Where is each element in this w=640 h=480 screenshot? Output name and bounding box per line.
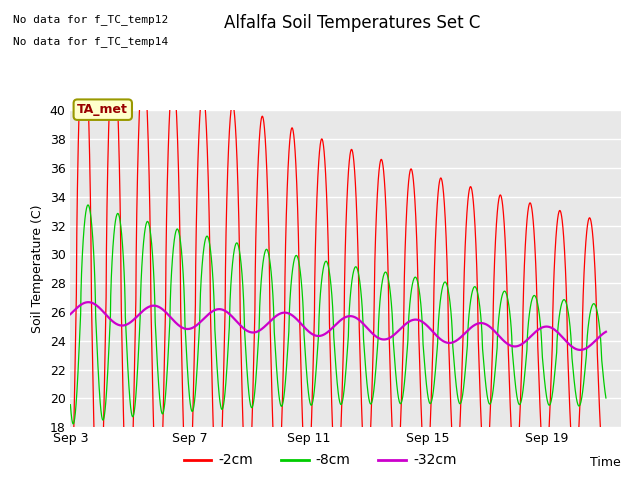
Text: Time: Time [590, 456, 621, 468]
Text: TA_met: TA_met [77, 103, 128, 116]
Y-axis label: Soil Temperature (C): Soil Temperature (C) [31, 204, 44, 333]
Text: No data for f_TC_temp12: No data for f_TC_temp12 [13, 14, 168, 25]
Text: No data for f_TC_temp14: No data for f_TC_temp14 [13, 36, 168, 47]
Legend: -2cm, -8cm, -32cm: -2cm, -8cm, -32cm [178, 448, 462, 473]
Text: Alfalfa Soil Temperatures Set C: Alfalfa Soil Temperatures Set C [224, 14, 480, 33]
